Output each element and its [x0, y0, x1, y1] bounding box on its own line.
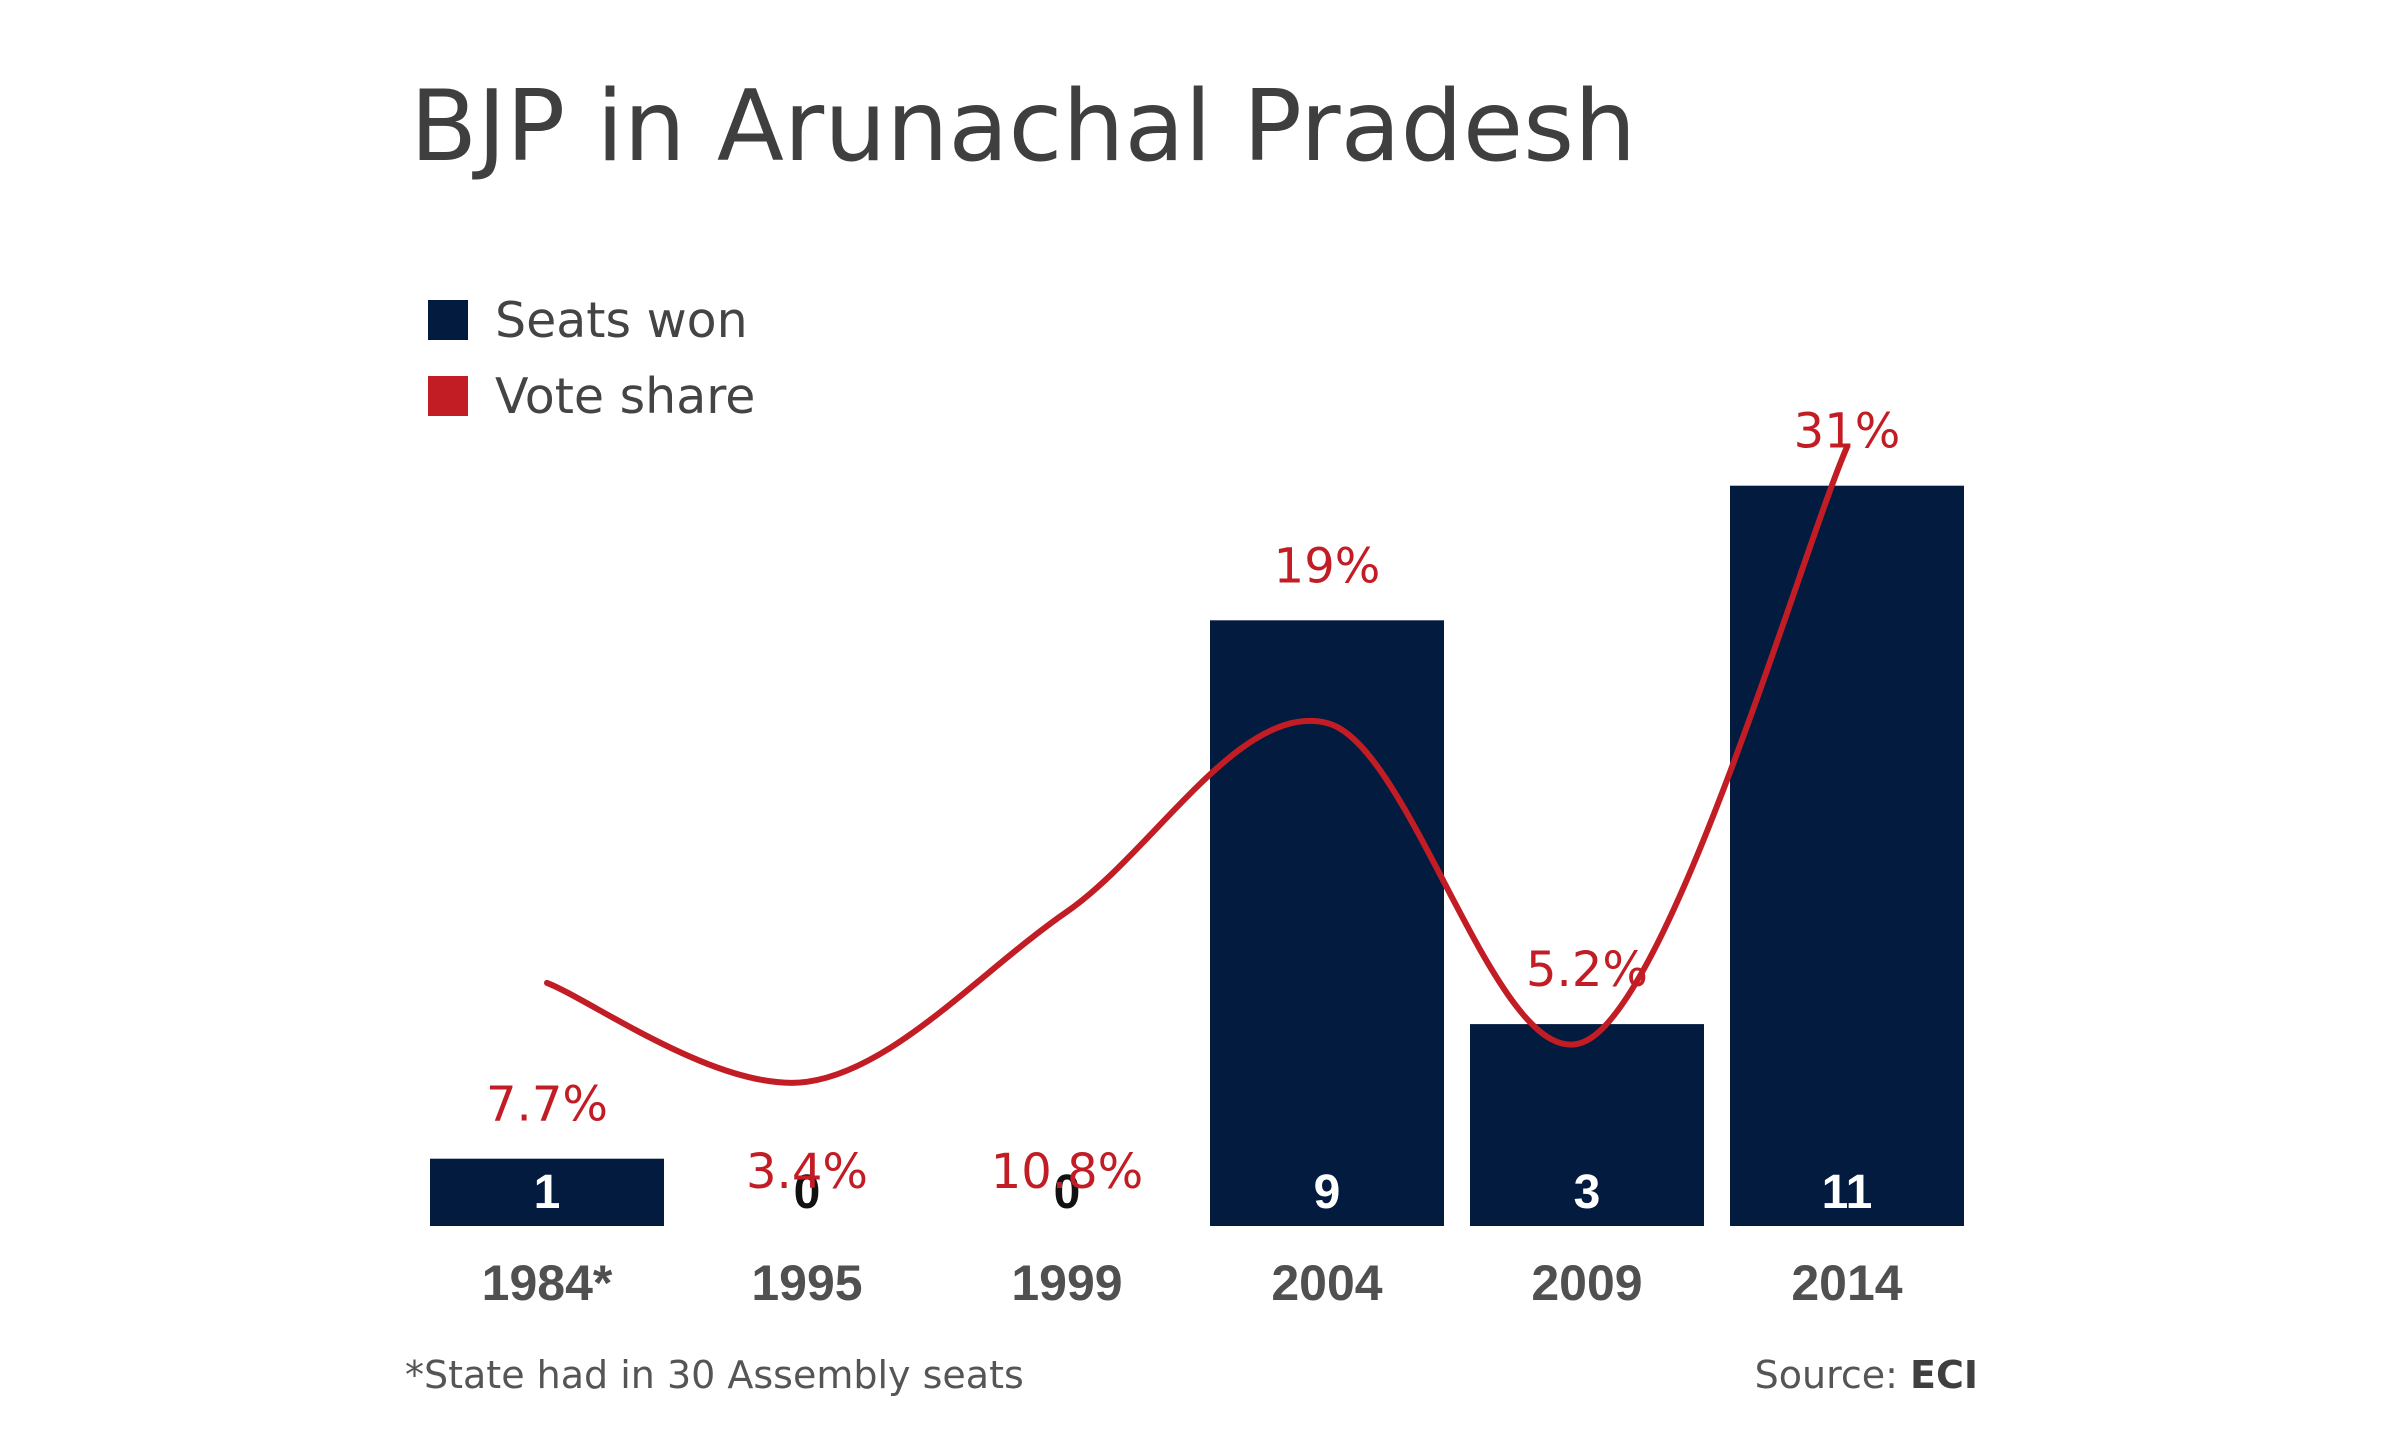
x-tick-1984: 1984* — [482, 1255, 613, 1311]
x-tick-1999: 1999 — [1011, 1255, 1122, 1311]
seat-labels: 1 0 0 9 3 11 — [534, 1166, 1873, 1219]
bar-2004 — [1210, 620, 1444, 1226]
seat-label-2009: 3 — [1574, 1166, 1601, 1219]
bar-2009 — [1470, 1024, 1704, 1226]
x-tick-2009: 2009 — [1531, 1255, 1642, 1311]
seat-label-1995: 0 — [794, 1166, 821, 1219]
vote-share-line — [544, 444, 1850, 1086]
seat-label-2014: 11 — [1822, 1166, 1873, 1219]
bars — [430, 485, 1964, 1226]
vote-label-1999: 10.8% — [991, 1144, 1143, 1200]
x-axis-ticks: 1984* 1995 1999 2004 2009 2014 — [482, 1255, 1903, 1311]
source-note: Source: ECI — [1755, 1353, 1978, 1397]
seat-label-2004: 9 — [1314, 1166, 1341, 1219]
chart-title: BJP in Arunachal Pradesh — [410, 70, 1636, 184]
legend-swatch-vote — [428, 376, 468, 416]
x-tick-2014: 2014 — [1791, 1255, 1902, 1311]
bar-2014 — [1730, 485, 1964, 1226]
x-tick-2004: 2004 — [1271, 1255, 1382, 1311]
seat-label-1999: 0 — [1054, 1166, 1081, 1219]
bar-1984 — [430, 1158, 664, 1226]
vote-label-2014: 31% — [1794, 404, 1901, 460]
footnote: *State had in 30 Assembly seats — [405, 1353, 1024, 1397]
legend-swatch-seats — [428, 300, 468, 340]
source-name: ECI — [1910, 1353, 1978, 1397]
vote-label-1984: 7.7% — [486, 1077, 608, 1133]
vote-label-1995: 3.4% — [746, 1144, 868, 1200]
legend-label-seats: Seats won — [495, 292, 748, 349]
x-tick-1995: 1995 — [751, 1255, 862, 1311]
vote-label-2004: 19% — [1274, 538, 1381, 594]
legend: Seats won Vote share — [428, 292, 755, 425]
source-prefix: Source: — [1755, 1353, 1910, 1397]
legend-label-vote: Vote share — [495, 368, 755, 425]
vote-labels: 7.7% 3.4% 10.8% 19% 5.2% 31% — [486, 404, 1900, 1200]
vote-label-2009: 5.2% — [1526, 942, 1648, 998]
seat-label-1984: 1 — [534, 1166, 561, 1219]
